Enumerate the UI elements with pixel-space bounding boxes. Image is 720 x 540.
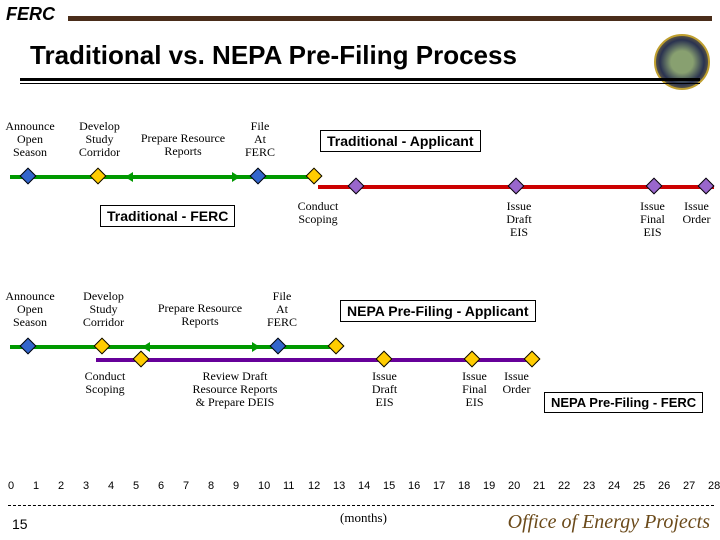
s2-pd3 xyxy=(464,351,481,368)
s2-announce: Announce Open Season xyxy=(0,290,60,330)
s2-develop: Develop Study Corridor xyxy=(76,290,131,330)
axis-tick: 1 xyxy=(33,480,39,492)
axis-tick: 10 xyxy=(258,480,270,492)
axis-tick: 3 xyxy=(83,480,89,492)
s2-issue-order: Issue Order xyxy=(494,370,539,396)
title-rule-2 xyxy=(20,83,700,84)
s1-d3 xyxy=(250,168,267,185)
s2-applicant-timeline xyxy=(10,345,338,349)
axis-tick: 7 xyxy=(183,480,189,492)
s1-announce: Announce Open Season xyxy=(0,120,60,160)
s1-rd3 xyxy=(646,178,663,195)
s2-pd2 xyxy=(376,351,393,368)
axis-tick: 12 xyxy=(308,480,320,492)
s2-d3 xyxy=(270,338,287,355)
page-number: 15 xyxy=(12,516,28,532)
s2-pd4 xyxy=(524,351,541,368)
axis-tick: 23 xyxy=(583,480,595,492)
s2-arrow-r1 xyxy=(252,342,260,352)
s1-trad-ferc-box: Traditional - FERC xyxy=(100,205,235,227)
s1-rd4 xyxy=(698,178,715,195)
s2-d4 xyxy=(328,338,345,355)
s2-conduct: Conduct Scoping xyxy=(75,370,135,396)
axis-tick: 0 xyxy=(8,480,14,492)
axis-tick: 9 xyxy=(233,480,239,492)
axis-tick: 8 xyxy=(208,480,214,492)
s1-prepare: Prepare Resource Reports xyxy=(128,132,238,158)
s1-arrow-l1 xyxy=(125,172,133,182)
axis-numbers: 0123456789101112131415161718192021222324… xyxy=(8,480,714,500)
axis-tick: 14 xyxy=(358,480,370,492)
axis-tick: 21 xyxy=(533,480,545,492)
axis-tick: 11 xyxy=(283,480,294,492)
s1-applicant-timeline xyxy=(10,175,318,179)
footer-office: Office of Energy Projects xyxy=(508,511,710,534)
s1-d2 xyxy=(90,168,107,185)
axis-tick: 19 xyxy=(483,480,495,492)
header-rule xyxy=(68,16,712,21)
s2-d2 xyxy=(94,338,111,355)
s2-nepa-applicant-box: NEPA Pre-Filing - Applicant xyxy=(340,300,536,322)
axis-tick: 6 xyxy=(158,480,164,492)
axis-tick: 28 xyxy=(708,480,720,492)
s2-file: File At FERC xyxy=(262,290,302,330)
s2-issue-draft: Issue Draft EIS xyxy=(362,370,407,410)
axis-tick: 26 xyxy=(658,480,670,492)
s1-issue-final: Issue Final EIS xyxy=(630,200,675,240)
ferc-logo-text: FERC xyxy=(6,4,55,25)
axis-tick: 13 xyxy=(333,480,345,492)
axis-tick: 25 xyxy=(633,480,645,492)
axis-tick: 27 xyxy=(683,480,695,492)
s2-issue-final: Issue Final EIS xyxy=(452,370,497,410)
axis-tick: 4 xyxy=(108,480,114,492)
axis-line xyxy=(8,505,714,506)
axis-tick: 17 xyxy=(433,480,445,492)
s1-d4 xyxy=(306,168,323,185)
axis-tick: 16 xyxy=(408,480,420,492)
page-title: Traditional vs. NEPA Pre-Filing Process xyxy=(30,40,517,71)
s1-develop: Develop Study Corridor xyxy=(72,120,127,160)
axis-tick: 15 xyxy=(383,480,395,492)
s2-pd1 xyxy=(133,351,150,368)
s1-d1 xyxy=(20,168,37,185)
axis-tick: 5 xyxy=(133,480,139,492)
axis-tick: 2 xyxy=(58,480,64,492)
s1-arrow-r1 xyxy=(232,172,240,182)
agency-seal xyxy=(654,34,710,90)
s1-rd2 xyxy=(508,178,525,195)
months-label: (months) xyxy=(340,510,387,526)
s1-file: File At FERC xyxy=(240,120,280,160)
s2-arrow-l1 xyxy=(142,342,150,352)
s2-prepare: Prepare Resource Reports xyxy=(145,302,255,328)
axis-tick: 20 xyxy=(508,480,520,492)
s2-d1 xyxy=(20,338,37,355)
s2-nepa-ferc-box: NEPA Pre-Filing - FERC xyxy=(544,392,703,413)
axis-tick: 24 xyxy=(608,480,620,492)
axis-tick: 18 xyxy=(458,480,470,492)
s1-rd1 xyxy=(348,178,365,195)
s1-issue-order: Issue Order xyxy=(674,200,719,226)
s1-trad-applicant-box: Traditional - Applicant xyxy=(320,130,481,152)
axis-tick: 22 xyxy=(558,480,570,492)
s1-conduct: Conduct Scoping xyxy=(288,200,348,226)
s2-review: Review Draft Resource Reports & Prepare … xyxy=(170,370,300,410)
title-rule-1 xyxy=(20,78,700,81)
s1-issue-draft: Issue Draft EIS xyxy=(494,200,544,240)
